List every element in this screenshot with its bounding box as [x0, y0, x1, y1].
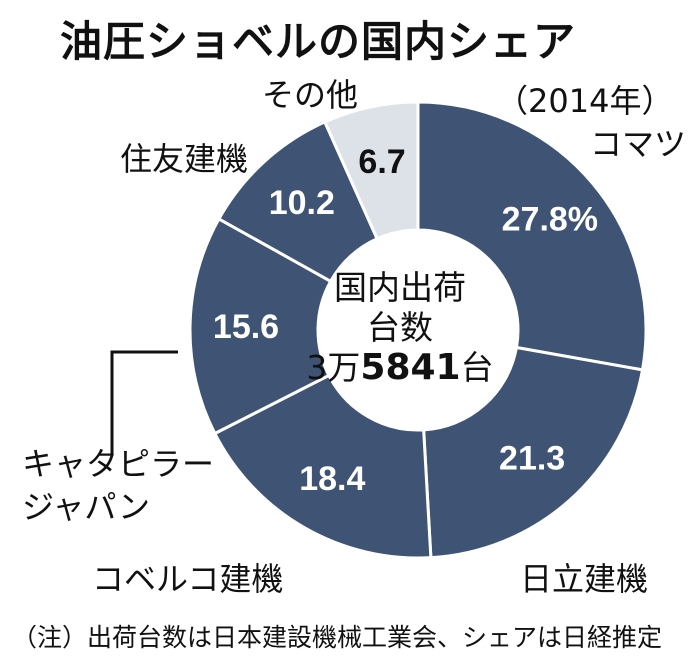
center-line1: 国内出荷 [334, 268, 466, 307]
slice-other [322, 100, 420, 241]
label-komatsu: コマツ [590, 125, 687, 163]
value-label-kobelco: 18.4 [299, 460, 365, 498]
footnote: （注）出荷台数は日本建設機械工業会、シェアは日経推定 [12, 623, 663, 652]
slice-hitachi [422, 345, 645, 560]
label-other: その他 [262, 76, 359, 114]
value-label-caterpillar: 15.6 [213, 308, 279, 346]
label-hitachi: 日立建機 [520, 560, 649, 598]
center-value-prefix: 3万 [306, 348, 361, 387]
center-value-number: 5841 [360, 347, 461, 388]
center-value: 3万5841台 [300, 348, 500, 388]
label-caterpillar-line2: ジャパン [22, 488, 151, 526]
slice-komatsu [416, 100, 648, 372]
center-label: 国内出荷 台数 3万5841台 [300, 268, 500, 388]
value-label-hitachi: 21.3 [499, 440, 565, 478]
slice-kobelco [212, 373, 433, 560]
slice-caterpillar [188, 216, 333, 436]
value-label-other: 6.7 [358, 143, 405, 181]
value-label-sumitomo: 10.2 [269, 184, 335, 222]
year-note: （2014年） [496, 82, 674, 120]
label-sumitomo: 住友建機 [120, 140, 249, 178]
value-label-komatsu: 27.8% [502, 201, 598, 239]
chart-title: 油圧ショベルの国内シェア [60, 17, 577, 66]
center-value-suffix: 台 [460, 348, 494, 387]
leader-line-caterpillar [110, 350, 178, 455]
label-caterpillar-line1: キャタピラー [22, 445, 215, 483]
center-line2: 台数 [367, 308, 433, 347]
label-kobelco: コベルコ建機 [92, 560, 284, 598]
